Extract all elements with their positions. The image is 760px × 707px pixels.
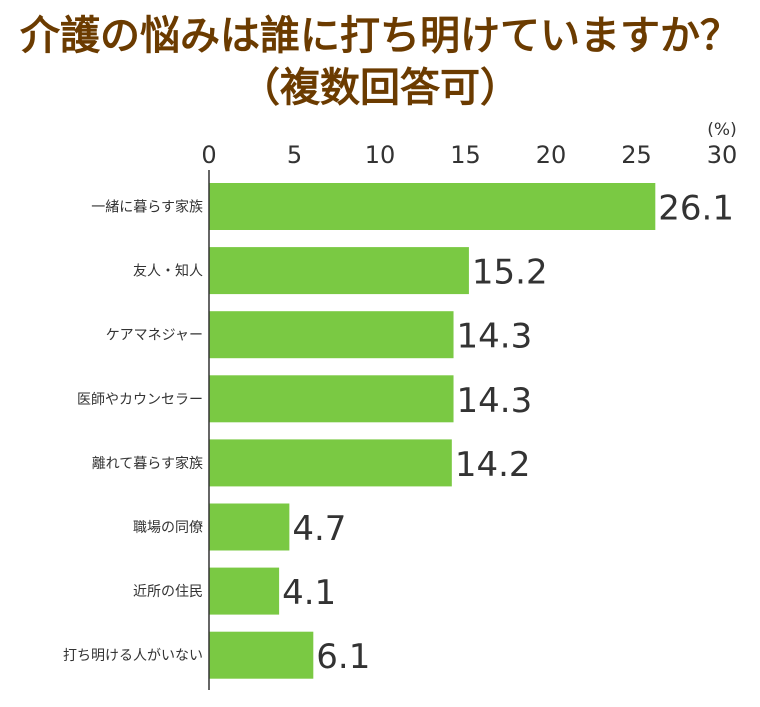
category-label: 打ち明ける人がいない: [63, 647, 203, 664]
category-label: 職場の同僚: [133, 520, 203, 536]
value-label: 4.7: [292, 509, 346, 549]
category-label: 離れて暮らす家族: [92, 455, 203, 472]
bar: [209, 439, 452, 487]
category-label: 医師やカウンセラー: [77, 392, 203, 408]
value-label: 14.3: [457, 317, 533, 357]
value-label: 4.1: [282, 573, 336, 613]
x-tick-label: 0: [201, 141, 216, 169]
category-label: ケアマネジャー: [106, 328, 203, 344]
value-label: 15.2: [472, 253, 548, 293]
value-label: 14.3: [457, 381, 533, 421]
category-label: 近所の住民: [133, 584, 203, 600]
chart-title-line1: 介護の悩みは誰に打ち明けていますか？: [20, 13, 740, 59]
x-tick-label: 30: [707, 141, 738, 169]
bar: [209, 631, 314, 679]
bar: [209, 503, 290, 551]
x-tick-label: 5: [287, 141, 302, 169]
category-label: 一緒に暮らす家族: [91, 199, 203, 216]
x-tick-label: 15: [450, 141, 481, 169]
x-tick-label: 20: [536, 141, 567, 169]
bar: [209, 375, 454, 423]
value-label: 14.2: [455, 445, 531, 485]
bar: [209, 247, 469, 295]
value-label: 6.1: [316, 637, 370, 677]
axis-unit-label: (%): [707, 120, 736, 140]
bar: [209, 567, 280, 615]
value-label: 26.1: [658, 189, 734, 229]
x-tick-label: 25: [621, 141, 652, 169]
bar: [209, 183, 656, 230]
bar: [209, 311, 454, 359]
chart-title-line2: （複数回答可）: [240, 65, 520, 111]
x-tick-label: 10: [365, 141, 396, 169]
category-label: 友人・知人: [133, 263, 203, 280]
